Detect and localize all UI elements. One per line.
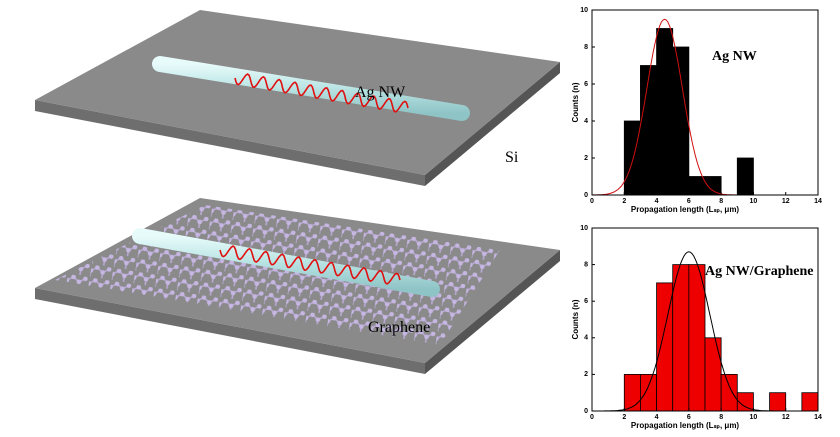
x-tick-label: 6 [687, 414, 691, 421]
histogram: 0 2 4 6 8 10 12 14 0 2 4 6 8 10 Propagation length (Lₛ… [571, 225, 822, 430]
y-axis-title: Counts (n) [571, 82, 580, 122]
bar [624, 121, 640, 195]
x-tick-label: 8 [719, 198, 723, 205]
y-tick-label: 2 [584, 155, 588, 162]
y-tick-label: 0 [584, 192, 588, 199]
x-tick-label: 2 [622, 198, 626, 205]
y-tick-label: 8 [584, 261, 588, 268]
x-tick-label: 0 [590, 414, 594, 421]
bar [673, 47, 689, 195]
x-tick-label: 14 [814, 198, 822, 205]
x-tick-label: 6 [687, 198, 691, 205]
x-tick-label: 8 [719, 414, 723, 421]
x-tick-label: 0 [590, 198, 594, 205]
bar [673, 265, 689, 411]
x-tick-label: 2 [622, 414, 626, 421]
top-schematic: Ag NW Si [35, 10, 560, 186]
y-axis-title: Counts (n) [571, 299, 580, 339]
y-tick-label: 4 [584, 118, 588, 125]
x-tick-label: 10 [750, 198, 758, 205]
x-tick-label: 12 [782, 198, 790, 205]
x-tick-label: 10 [750, 414, 758, 421]
chart-label: Ag NW [712, 49, 757, 64]
x-tick-label: 4 [655, 198, 659, 205]
y-tick-label: 0 [584, 408, 588, 415]
y-tick-label: 4 [584, 335, 588, 342]
bar [640, 374, 656, 411]
bar [705, 338, 721, 411]
bar [689, 177, 705, 196]
bar [721, 374, 737, 411]
bottom-schematic: Graphene [35, 198, 560, 374]
figure: Ag NW Si Graphene 0 2 4 6 8 10 12 14 0 2 4 6 8 10 Prop… [0, 0, 840, 437]
bar [657, 29, 673, 196]
chart-label: Ag NW/Graphene [705, 264, 814, 279]
nanowire-label: Ag NW [355, 84, 406, 101]
y-tick-label: 10 [580, 7, 588, 14]
bar [640, 66, 656, 196]
x-tick-label: 4 [655, 414, 659, 421]
graphene-label: Graphene [368, 319, 430, 336]
histogram: 0 2 4 6 8 10 12 14 0 2 4 6 8 10 Propagation length (Lₛ… [571, 7, 822, 214]
y-tick-label: 10 [580, 225, 588, 232]
y-tick-label: 2 [584, 371, 588, 378]
bar [624, 374, 640, 411]
x-tick-label: 14 [814, 414, 822, 421]
y-tick-label: 8 [584, 44, 588, 51]
bar [737, 158, 753, 195]
x-axis-title: Propagation length (Lₛₚ, μm) [631, 421, 740, 430]
bar [689, 265, 705, 411]
x-tick-label: 12 [782, 414, 790, 421]
bar [770, 393, 786, 411]
y-tick-label: 6 [584, 81, 588, 88]
y-tick-label: 6 [584, 298, 588, 305]
bar [802, 393, 818, 411]
x-axis-title: Propagation length (Lₛₚ, μm) [631, 205, 740, 214]
substrate-label: Si [505, 149, 519, 166]
